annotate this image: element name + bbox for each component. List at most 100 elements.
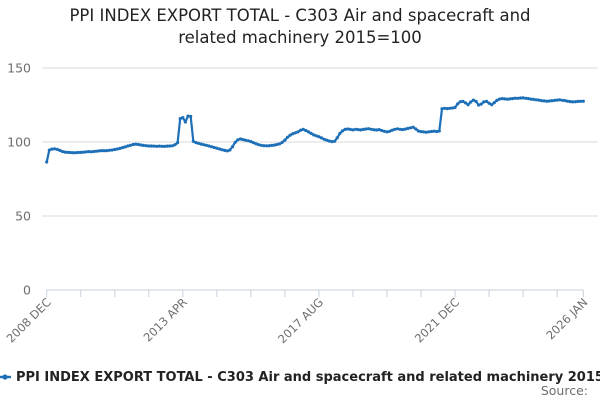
data-point (327, 139, 331, 143)
data-point (503, 97, 507, 101)
data-point (212, 145, 216, 150)
data-point (555, 98, 559, 102)
data-point (408, 126, 413, 130)
data-point (333, 139, 337, 143)
x-axis-label: 2013 APR (141, 295, 190, 344)
chart-title-line2: related machinery 2015=100 (178, 28, 422, 47)
data-point (283, 138, 287, 142)
data-point (280, 140, 284, 144)
data-point (427, 130, 431, 134)
data-point (149, 144, 153, 148)
data-point (505, 97, 509, 101)
x-axis-label: 2026 JAN (543, 295, 590, 342)
data-point (262, 144, 266, 148)
data-point (432, 129, 436, 133)
legend-label: PPI INDEX EXPORT TOTAL - C303 Air and sp… (16, 369, 600, 385)
data-point (270, 143, 274, 147)
data-point (228, 148, 232, 152)
data-point (233, 140, 237, 144)
data-point (178, 117, 182, 121)
data-point (275, 142, 279, 147)
data-point (176, 141, 180, 145)
data-point (461, 99, 465, 103)
data-point (204, 143, 208, 147)
data-point (398, 127, 402, 131)
data-point (487, 101, 491, 105)
data-point (479, 102, 483, 106)
data-point (516, 96, 520, 100)
data-point (81, 150, 85, 154)
data-point (55, 147, 59, 151)
data-point (207, 144, 211, 148)
data-point (68, 150, 72, 155)
data-point (230, 145, 235, 149)
data-point (539, 99, 544, 103)
data-point (401, 128, 405, 132)
data-point (367, 127, 371, 131)
data-point (238, 137, 242, 141)
data-point (348, 127, 352, 131)
data-point (131, 142, 135, 147)
data-point (560, 98, 565, 102)
data-point (314, 134, 318, 138)
data-point (53, 147, 57, 151)
data-point (181, 116, 185, 120)
data-point (429, 129, 434, 134)
data-point (403, 127, 407, 131)
data-point (440, 107, 444, 111)
data-point (335, 136, 339, 140)
data-point (435, 129, 439, 134)
data-point (390, 128, 394, 132)
data-point (558, 98, 562, 102)
data-point (293, 131, 297, 135)
data-point (123, 145, 127, 149)
data-point (47, 148, 51, 152)
y-axis-label: 0 (23, 283, 31, 298)
data-point (576, 99, 580, 103)
data-point (87, 150, 91, 154)
data-point (147, 144, 151, 148)
y-axis-label: 50 (15, 209, 31, 224)
data-point (236, 138, 240, 142)
data-point (73, 151, 78, 155)
data-point (306, 130, 311, 134)
data-point (524, 96, 528, 100)
data-point (196, 141, 201, 145)
data-point (183, 120, 187, 124)
data-point (340, 129, 345, 133)
data-point (359, 128, 363, 132)
data-point (354, 127, 358, 131)
data-point (144, 144, 148, 148)
data-point (450, 106, 454, 110)
data-point (118, 146, 122, 150)
data-point (416, 129, 420, 133)
data-point (482, 100, 486, 104)
data-point (134, 142, 138, 146)
data-point (241, 138, 245, 142)
data-point (537, 98, 541, 102)
data-point (71, 151, 75, 155)
data-point (495, 98, 499, 102)
data-point (474, 99, 478, 103)
data-point (58, 148, 62, 152)
data-point (63, 150, 67, 154)
data-point (50, 147, 54, 151)
data-point (223, 148, 227, 152)
data-point (291, 132, 295, 136)
data-point (217, 147, 222, 151)
data-point (66, 150, 70, 154)
data-point (448, 106, 452, 110)
data-point (351, 128, 355, 132)
data-point (414, 127, 418, 131)
data-point (189, 114, 193, 119)
data-point (278, 142, 282, 146)
data-point (545, 99, 549, 103)
data-point (194, 141, 198, 145)
data-point (466, 103, 470, 107)
data-point (105, 149, 109, 153)
data-point (382, 129, 386, 133)
data-point (136, 142, 140, 147)
data-point (581, 99, 585, 103)
data-point (168, 144, 172, 148)
